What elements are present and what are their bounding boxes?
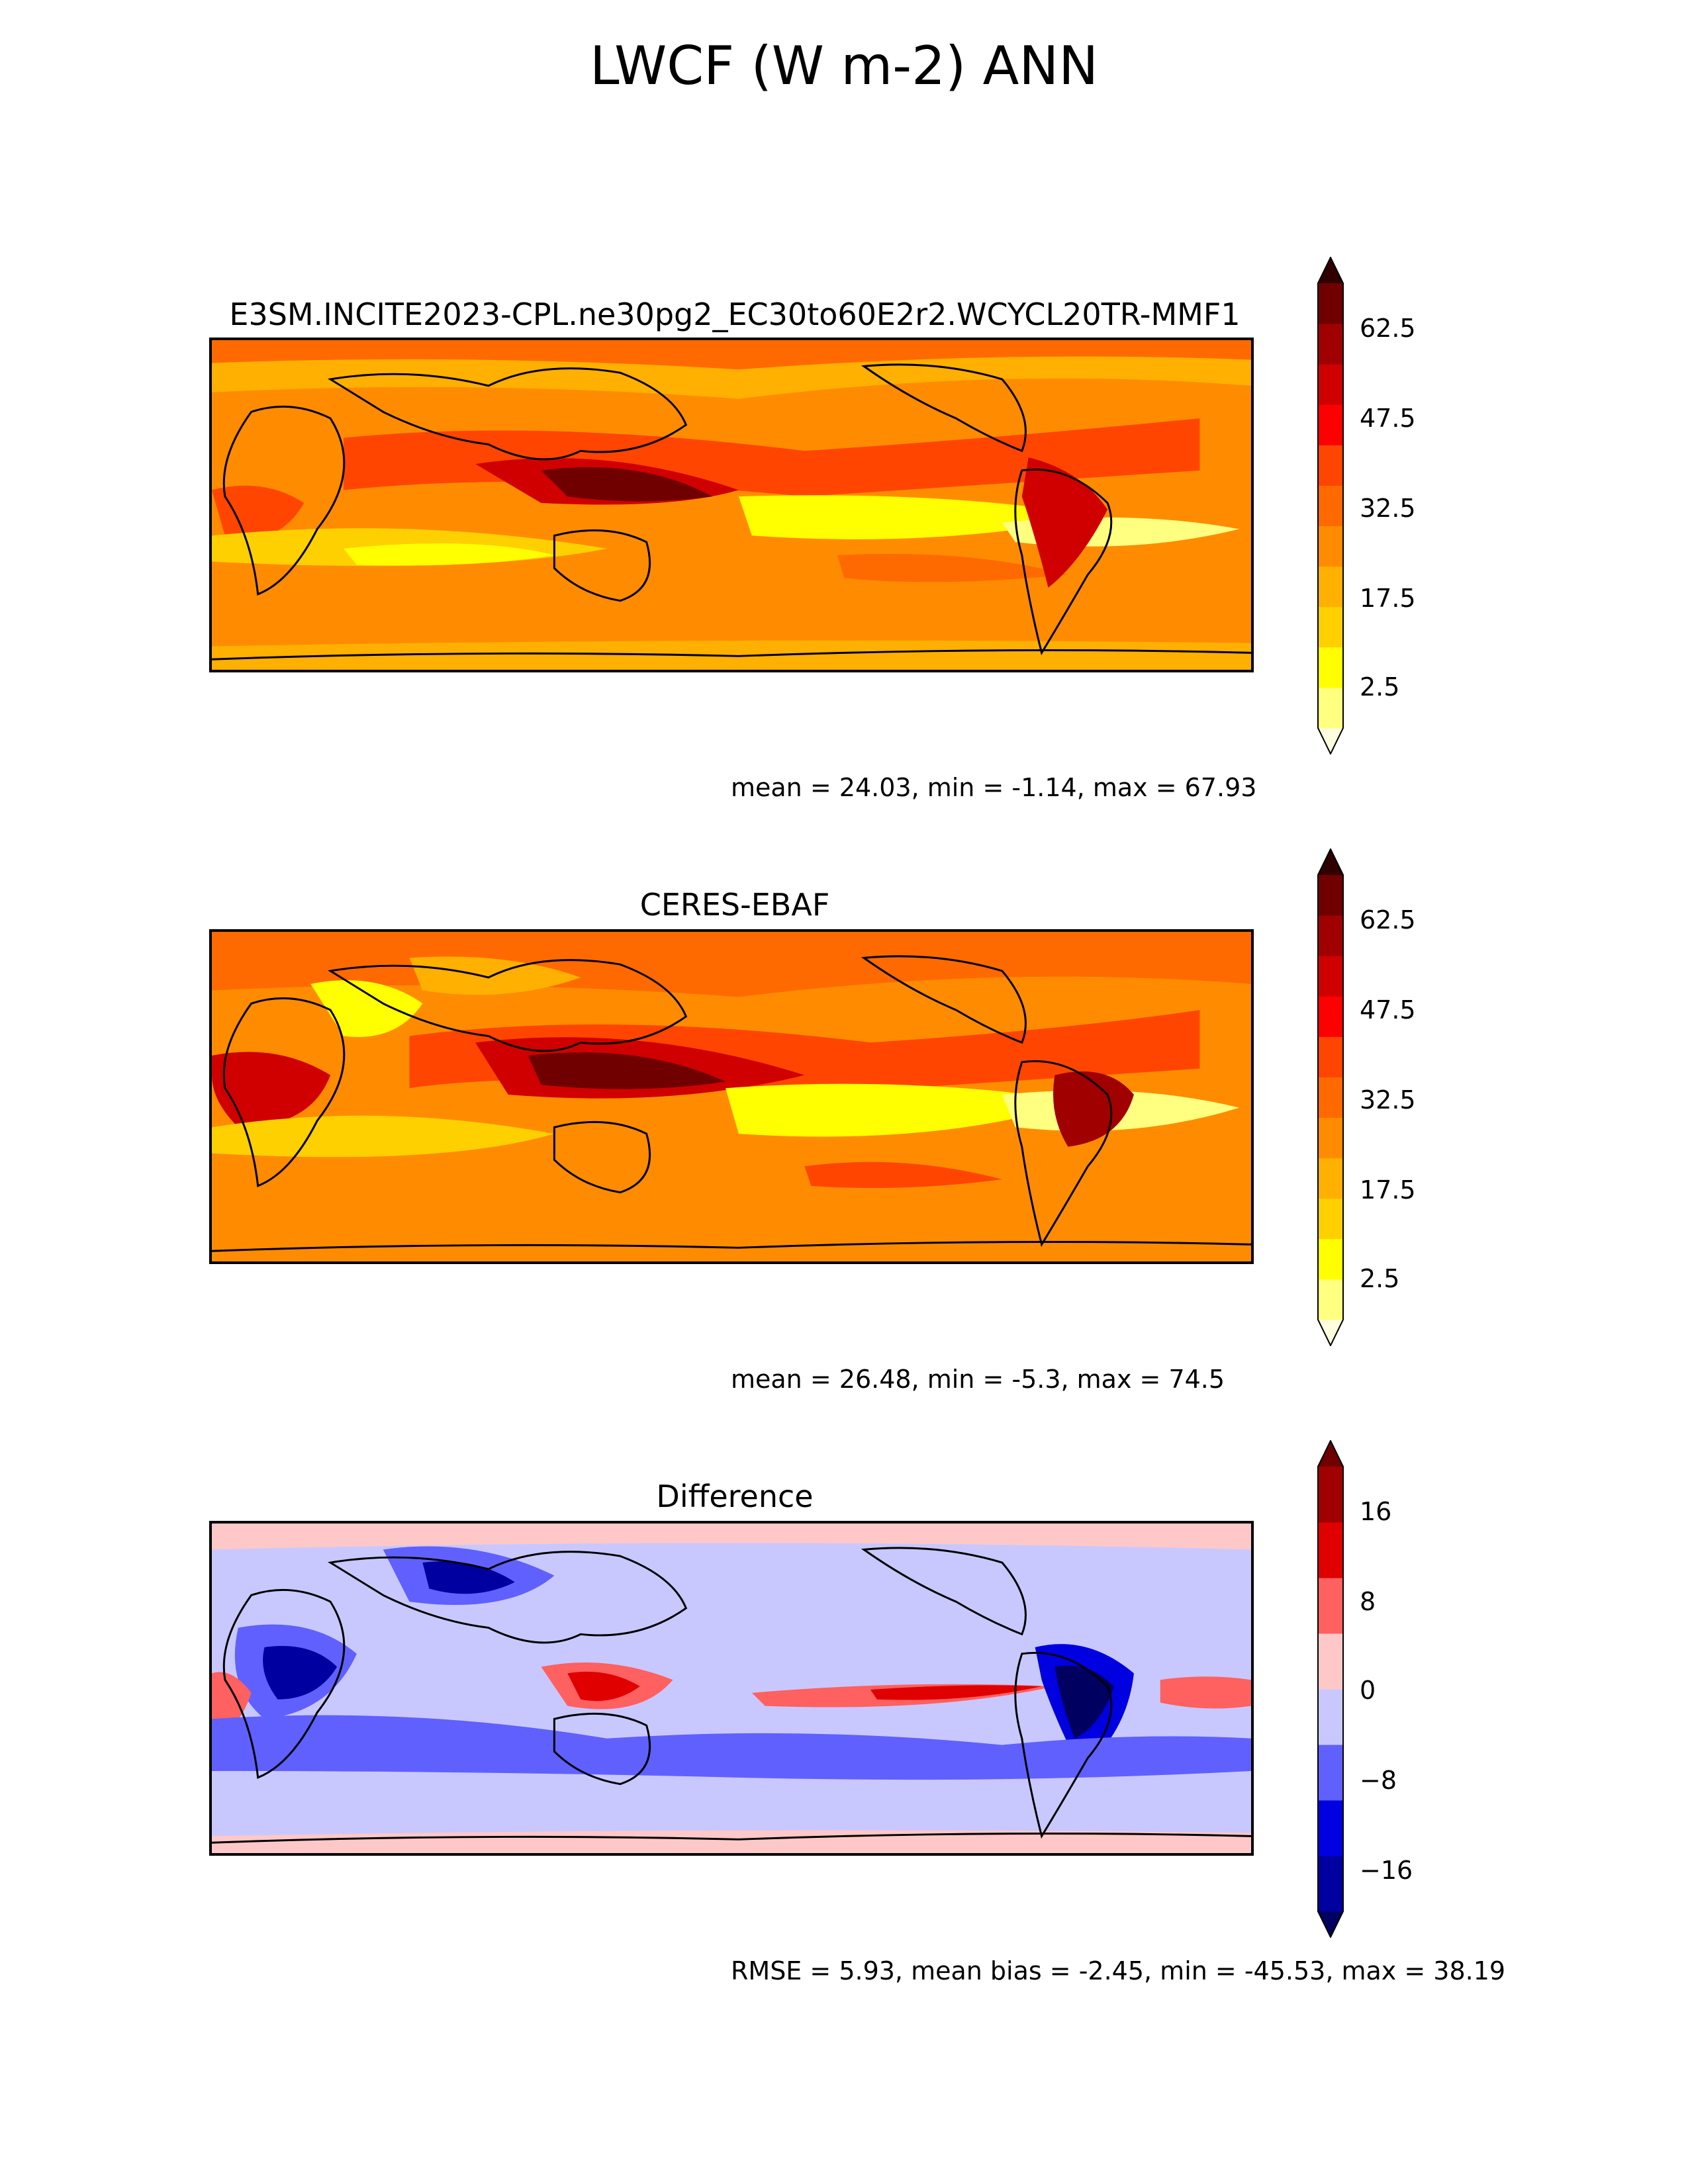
- model-map[interactable]: [209, 338, 1254, 672]
- diff-colorbar: [1317, 1440, 1344, 1938]
- model-map-field: [212, 340, 1251, 670]
- colorbar-level: [1317, 1633, 1344, 1690]
- colorbar-level: [1317, 404, 1344, 445]
- colorbar-level: [1317, 1077, 1344, 1118]
- diff-colorbar-tick: 8: [1360, 1587, 1376, 1616]
- diff-colorbar-tick: −8: [1360, 1766, 1397, 1795]
- obs-colorbar-bar: [1317, 848, 1344, 1346]
- model-colorbar-tick: 47.5: [1360, 404, 1416, 433]
- colorbar-level: [1317, 566, 1344, 608]
- colorbar-level: [1317, 1745, 1344, 1801]
- colorbar-extend-low: [1317, 1320, 1344, 1346]
- colorbar-level: [1317, 324, 1344, 365]
- colorbar-level: [1317, 364, 1344, 405]
- colorbar-level: [1317, 1198, 1344, 1240]
- diff-colorbar-tick: 0: [1360, 1676, 1376, 1705]
- diff-colorbar-tick: −16: [1360, 1856, 1413, 1885]
- colorbar-level: [1317, 1800, 1344, 1856]
- colorbar-level: [1317, 445, 1344, 486]
- colorbar-extend-low: [1317, 1911, 1344, 1938]
- colorbar-level: [1317, 915, 1344, 956]
- diff-panel-title: Difference: [656, 1479, 814, 1514]
- obs-colorbar-tick: 32.5: [1360, 1085, 1416, 1115]
- model-colorbar-bar: [1317, 257, 1344, 754]
- colorbar-extend-low: [1317, 728, 1344, 754]
- model-colorbar-tick: 2.5: [1360, 672, 1400, 702]
- colorbar-level: [1317, 956, 1344, 997]
- model-colorbar: [1317, 257, 1344, 754]
- colorbar-level: [1317, 1689, 1344, 1745]
- colorbar-outline: [1317, 1440, 1344, 1938]
- obs-panel-title: CERES-EBAF: [639, 887, 830, 923]
- colorbar-level: [1317, 1158, 1344, 1199]
- colorbar-level: [1317, 1578, 1344, 1634]
- obs-colorbar-tick: 62.5: [1360, 905, 1416, 934]
- colorbar-level: [1317, 687, 1344, 729]
- model-colorbar-tick: 62.5: [1360, 314, 1416, 343]
- colorbar-level: [1317, 1467, 1344, 1523]
- colorbar-extend-high: [1317, 1440, 1344, 1467]
- colorbar-level: [1317, 1238, 1344, 1280]
- colorbar-level: [1317, 1036, 1344, 1077]
- colorbar-level: [1317, 485, 1344, 527]
- colorbar-level: [1317, 1522, 1344, 1578]
- colorbar-level: [1317, 525, 1344, 567]
- model-stats: mean = 24.03, min = -1.14, max = 67.93: [731, 773, 1257, 802]
- colorbar-extend-high: [1317, 848, 1344, 875]
- colorbar-level: [1317, 1117, 1344, 1159]
- diff-stats: RMSE = 5.93, mean bias = -2.45, min = -4…: [731, 1956, 1506, 1985]
- colorbar-outline: [1317, 848, 1344, 1346]
- colorbar-level: [1317, 1856, 1344, 1912]
- colorbar-level: [1317, 1279, 1344, 1320]
- obs-colorbar-tick: 17.5: [1360, 1175, 1416, 1205]
- model-colorbar-tick: 17.5: [1360, 584, 1416, 613]
- colorbar-level: [1317, 647, 1344, 688]
- obs-colorbar-tick: 2.5: [1360, 1264, 1400, 1293]
- model-panel-title: E3SM.INCITE2023-CPL.ne30pg2_EC30to60E2r2…: [229, 296, 1241, 332]
- colorbar-level: [1317, 996, 1344, 1037]
- colorbar-level: [1317, 283, 1344, 324]
- diff-map-field: [212, 1524, 1251, 1853]
- figure-title: LWCF (W m-2) ANN: [589, 35, 1099, 97]
- colorbar-outline: [1317, 257, 1344, 754]
- obs-colorbar: [1317, 848, 1344, 1346]
- diff-map[interactable]: [209, 1521, 1254, 1856]
- diff-colorbar-tick: 16: [1360, 1497, 1392, 1526]
- obs-map[interactable]: [209, 929, 1254, 1264]
- colorbar-extend-high: [1317, 257, 1344, 283]
- obs-stats: mean = 26.48, min = -5.3, max = 74.5: [731, 1365, 1225, 1394]
- obs-colorbar-tick: 47.5: [1360, 995, 1416, 1024]
- model-colorbar-tick: 32.5: [1360, 494, 1416, 523]
- colorbar-level: [1317, 606, 1344, 648]
- diff-colorbar-bar: [1317, 1440, 1344, 1938]
- colorbar-level: [1317, 875, 1344, 916]
- obs-map-field: [212, 932, 1251, 1261]
